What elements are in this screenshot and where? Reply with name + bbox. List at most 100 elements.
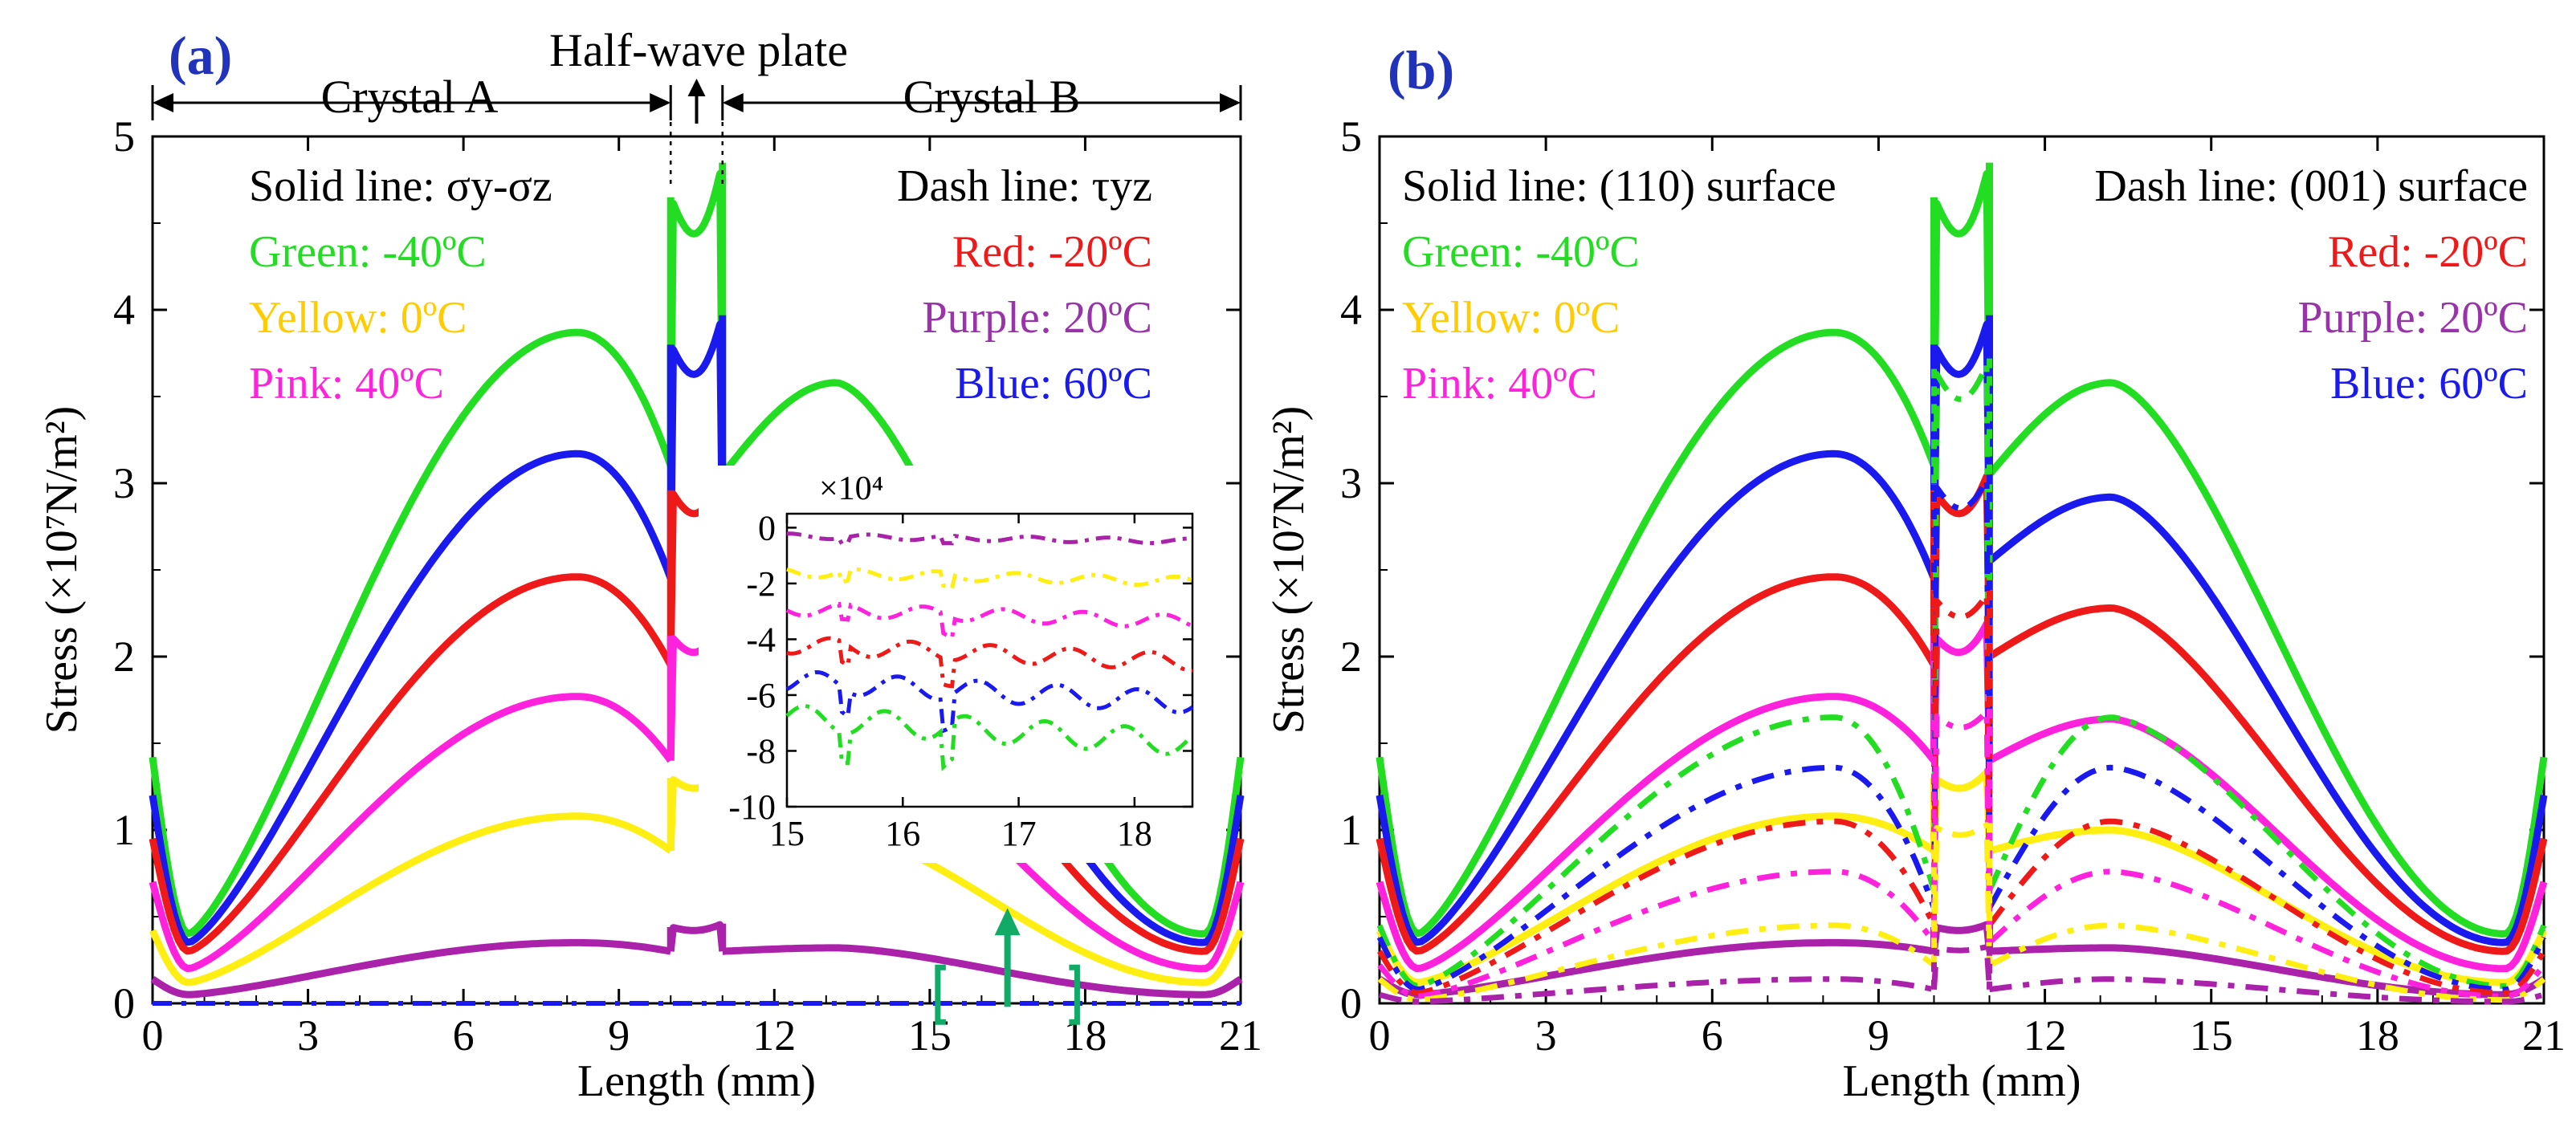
y-tick-label: 0 bbox=[113, 979, 135, 1027]
inset-frame bbox=[785, 512, 1194, 808]
series-line-blue-dash bbox=[1376, 764, 1937, 992]
x-tick-label: 6 bbox=[453, 1011, 475, 1060]
legend-left-pink: Pink: 40ºC bbox=[249, 359, 444, 409]
series-line-purple-solid bbox=[150, 938, 672, 999]
series-line-green-solid bbox=[666, 169, 727, 475]
series-line-blue-solid bbox=[149, 449, 675, 946]
series-line-red-solid bbox=[149, 573, 675, 955]
y-tick-label: 0 bbox=[1340, 979, 1362, 1027]
inset-x-tick-label: 15 bbox=[769, 814, 805, 853]
inset-series-purple bbox=[787, 531, 1193, 547]
series-line-green-dash bbox=[1987, 714, 2547, 989]
series-line-yellow-solid bbox=[149, 812, 673, 986]
y-tick-label: 4 bbox=[1340, 286, 1362, 334]
y-tick-label: 2 bbox=[1340, 633, 1362, 681]
legend-a: Solid line: σy-σz Green: -40ºC Yellow: 0ºC… bbox=[249, 161, 1152, 409]
series-line-green-dash bbox=[1376, 714, 1937, 989]
y-tick-label: 5 bbox=[1340, 112, 1362, 161]
legend-left-solid: Solid line: (110) surface bbox=[1402, 161, 1836, 211]
series-line-purple-dash bbox=[1379, 976, 1935, 1005]
inset-range-bracket bbox=[935, 964, 946, 1025]
series-line-yellow-dash bbox=[1377, 922, 1936, 1003]
x-tick-label: 0 bbox=[1369, 1011, 1391, 1060]
series-line-blue-dash bbox=[1931, 477, 1992, 909]
series-line-blue-dash bbox=[1987, 764, 2547, 993]
series-line-pink-solid bbox=[149, 693, 674, 972]
inset-series-green bbox=[785, 703, 1194, 771]
legend-right-blue: Blue: 60ºC bbox=[2330, 359, 2528, 409]
series-line-purple-solid bbox=[722, 944, 1243, 999]
series-line-blue-solid bbox=[1376, 449, 1938, 946]
inset-x-tick-label: 18 bbox=[1117, 814, 1152, 853]
inset-y-tick-label: -10 bbox=[728, 787, 776, 827]
x-tick-label: 21 bbox=[1219, 1011, 1262, 1060]
inset-series-blue bbox=[785, 669, 1194, 734]
x-tick-label: 15 bbox=[908, 1011, 952, 1060]
x-tick-label: 12 bbox=[752, 1011, 796, 1060]
inset-range-bracket bbox=[1069, 964, 1080, 1025]
inset-y-tick-label: -6 bbox=[746, 676, 776, 715]
series-line-pink-solid bbox=[1376, 693, 1938, 972]
series-line-blue-solid bbox=[1987, 493, 2548, 946]
legend-left-solid: Solid line: σy-σz bbox=[249, 161, 552, 211]
series-line-pink-dash bbox=[1377, 868, 1937, 999]
x-tick-label: 18 bbox=[2356, 1011, 2399, 1060]
y-tick-label: 3 bbox=[1340, 459, 1362, 507]
y-tick-label: 2 bbox=[113, 633, 135, 681]
inset-y-tick-label: -8 bbox=[746, 731, 776, 771]
series-line-green-solid bbox=[149, 328, 675, 938]
y-tick-label: 5 bbox=[113, 112, 135, 161]
series-line-yellow-dash bbox=[1987, 922, 2546, 1003]
series-line-blue-solid bbox=[1930, 320, 1993, 579]
series-line-yellow-solid bbox=[1376, 812, 1937, 986]
half-wave-arrowhead bbox=[687, 79, 706, 96]
series-line-green-solid bbox=[1930, 169, 1993, 475]
x-tick-label: 3 bbox=[297, 1011, 319, 1060]
series-line-red-solid bbox=[1376, 573, 1938, 955]
inset-x-tick-label: 17 bbox=[1001, 814, 1037, 853]
arrowhead bbox=[153, 93, 173, 112]
legend-right-red: Red: -20ºC bbox=[2328, 227, 2528, 277]
legend-right-blue: Blue: 60ºC bbox=[955, 359, 1152, 409]
x-tick-label: 9 bbox=[1868, 1011, 1889, 1060]
inset-arrowhead bbox=[994, 908, 1021, 936]
inset-series-red bbox=[786, 636, 1193, 689]
legend-right-dash: Dash line: (001) surface bbox=[2094, 161, 2528, 211]
inset-y-tick-label: -2 bbox=[746, 564, 776, 604]
series-line-purple-solid bbox=[1989, 944, 2546, 999]
y-axis-label: Stress (×10⁷N/m²) bbox=[37, 406, 87, 734]
series-line-pink-solid bbox=[1930, 620, 1993, 761]
series-line-pink-solid bbox=[1987, 715, 2548, 973]
x-tick-label: 6 bbox=[1702, 1011, 1723, 1060]
legend-right-dash: Dash line: τyz bbox=[897, 161, 1152, 211]
x-tick-label: 15 bbox=[2190, 1011, 2233, 1060]
legend-left-green: Green: -40ºC bbox=[1402, 227, 1640, 277]
y-tick-label: 1 bbox=[1340, 806, 1362, 854]
series-line-purple-dash bbox=[1989, 976, 2545, 1005]
y-tick-label: 3 bbox=[113, 459, 135, 507]
series-line-blue-solid bbox=[666, 320, 727, 579]
series-line-red-dash bbox=[1931, 592, 1992, 925]
series-line-red-solid bbox=[1987, 604, 2548, 955]
series-line-purple-dash bbox=[1931, 944, 1992, 990]
y-tick-label: 4 bbox=[113, 286, 135, 334]
legend-left-green: Green: -40ºC bbox=[249, 227, 487, 277]
x-axis-label: Length (mm) bbox=[577, 1056, 816, 1106]
inset-y-tick-label: 0 bbox=[758, 508, 776, 547]
panel-a: (a) Half-wave plate Crystal A Crystal B … bbox=[37, 24, 1262, 1106]
legend-right-purple: Purple: 20ºC bbox=[2298, 293, 2528, 343]
inset-series-pink bbox=[785, 601, 1194, 641]
x-tick-label: 9 bbox=[608, 1011, 630, 1060]
x-axis-label: Length (mm) bbox=[1842, 1056, 2081, 1106]
arrowhead bbox=[722, 93, 744, 112]
series-line-green-solid bbox=[1987, 379, 2548, 938]
legend-left-yellow: Yellow: 0ºC bbox=[249, 293, 467, 343]
series-line-green-dash bbox=[1931, 362, 1992, 891]
series-line-pink-dash bbox=[1931, 709, 1992, 943]
series-line-purple-solid bbox=[1930, 921, 1993, 952]
half-wave-plate-label: Half-wave plate bbox=[549, 24, 848, 76]
series-line-pink-dash bbox=[1987, 868, 2546, 999]
